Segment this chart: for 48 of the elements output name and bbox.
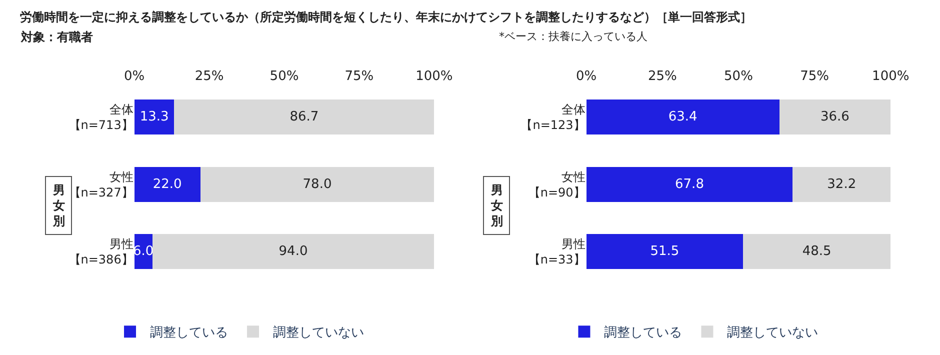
legend-label: 調整していない [727,326,818,341]
y-tick-label: 全体【n=123】 [520,102,586,132]
text: 67.8 [675,176,704,192]
bar [200,166,434,202]
bar [779,100,891,135]
text: 48.5 [802,244,832,260]
x-tick-label: 25% [648,69,677,84]
y-tick-label: 男性【n=386】 [68,237,134,267]
x-tick-label: 100% [416,69,453,84]
bar [743,234,891,270]
text: 51.5 [650,244,680,260]
text: 6.0 [133,244,154,260]
bar [152,234,434,270]
text: 63.4 [668,110,698,125]
text: 94.0 [278,244,308,260]
x-tick-label: 50% [270,69,299,84]
x-tick-label: 50% [724,69,753,84]
x-tick-label: 100% [872,69,910,84]
text: 男女別 [52,183,65,228]
bar [586,234,744,270]
y-tick-label: 女性【n=90】 [528,170,586,200]
y-tick-label: 男性【n=33】 [528,237,586,267]
legend-label: 調整していない [273,326,364,341]
text: 78.0 [302,176,332,192]
bar [586,166,793,202]
x-tick-label: 25% [194,69,224,84]
x-tick-label: 75% [344,69,374,84]
text: 32.2 [827,176,856,192]
bar [792,166,891,202]
legend-label: 調整している [604,326,682,341]
text: 86.7 [290,110,319,125]
text: *ベース：扶養に入っている人 [499,30,648,43]
text: 36.6 [820,110,850,125]
y-tick-label: 全体【n=713】 [68,102,134,132]
chart-title: 労働時間を一定に抑える調整をしているか（所定労働時間を短くしたり、年末にかけてシフトを調整したりするなど）［単一回答形式］ [20,10,752,24]
bar [134,166,200,202]
text: 男女別 [490,183,503,228]
x-tick-label: 75% [800,69,829,84]
legend-label: 調整している [150,326,228,341]
bar [174,100,434,135]
y-tick-label: 女性【n=327】 [68,170,134,200]
bar [586,100,780,135]
chart-subtitle: 対象：有職者 [20,30,93,44]
bar [134,100,174,135]
text: 13.3 [140,110,169,125]
text: 22.0 [152,176,182,192]
x-tick-label: 0% [576,69,597,84]
x-tick-label: 0% [124,69,145,84]
